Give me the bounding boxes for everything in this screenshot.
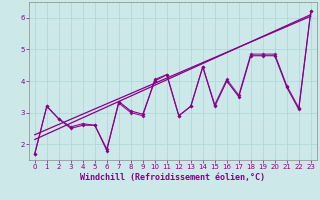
- X-axis label: Windchill (Refroidissement éolien,°C): Windchill (Refroidissement éolien,°C): [80, 173, 265, 182]
